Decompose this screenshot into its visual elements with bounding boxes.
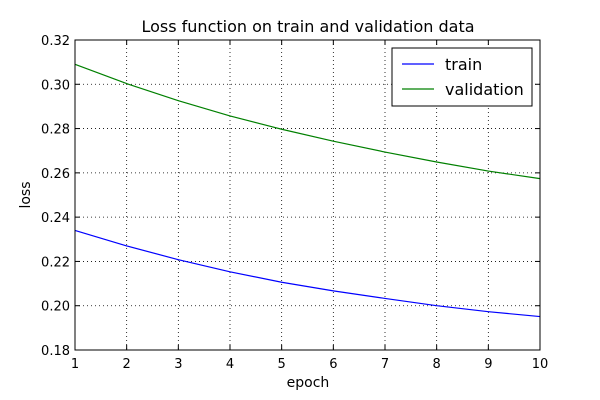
y-tick-label: 0.24 xyxy=(41,211,70,226)
x-tick-label: 5 xyxy=(278,357,286,372)
legend: train validation xyxy=(391,47,533,107)
x-tick-label: 1 xyxy=(71,357,79,372)
x-tick-label: 7 xyxy=(381,357,389,372)
y-tick-label: 0.22 xyxy=(41,255,70,270)
x-tick-label: 9 xyxy=(484,357,492,372)
x-tick-label: 8 xyxy=(433,357,441,372)
axis-ticks: 1 2 3 4 5 6 7 8 9 10 0.18 0.20 0.22 0.24 0.26 0.28 0.30 0… xyxy=(41,34,548,372)
chart-title: Loss function on train and validation da… xyxy=(141,17,474,36)
y-tick-label: 0.20 xyxy=(41,300,70,315)
x-tick-label: 3 xyxy=(174,357,182,372)
x-axis-label: epoch xyxy=(287,375,330,391)
x-tick-label: 2 xyxy=(123,357,131,372)
y-tick-label: 0.26 xyxy=(41,167,70,182)
legend-label-validation: validation xyxy=(445,80,524,99)
y-tick-label: 0.30 xyxy=(41,78,70,93)
plot-frame xyxy=(74,39,541,351)
series-lines xyxy=(74,63,541,318)
x-tick-label: 10 xyxy=(532,357,549,372)
y-axis-label: loss xyxy=(18,181,34,208)
y-tick-label: 0.18 xyxy=(41,344,70,359)
y-tick-label: 0.28 xyxy=(41,123,70,138)
y-tick-label: 0.32 xyxy=(41,34,70,49)
x-tick-label: 4 xyxy=(226,357,234,372)
legend-box xyxy=(391,47,533,107)
x-tick-label: 6 xyxy=(329,357,337,372)
series-line-validation xyxy=(74,63,541,180)
series-line-train xyxy=(74,229,541,318)
grid-lines xyxy=(75,40,540,350)
legend-label-train: train xyxy=(445,55,482,74)
